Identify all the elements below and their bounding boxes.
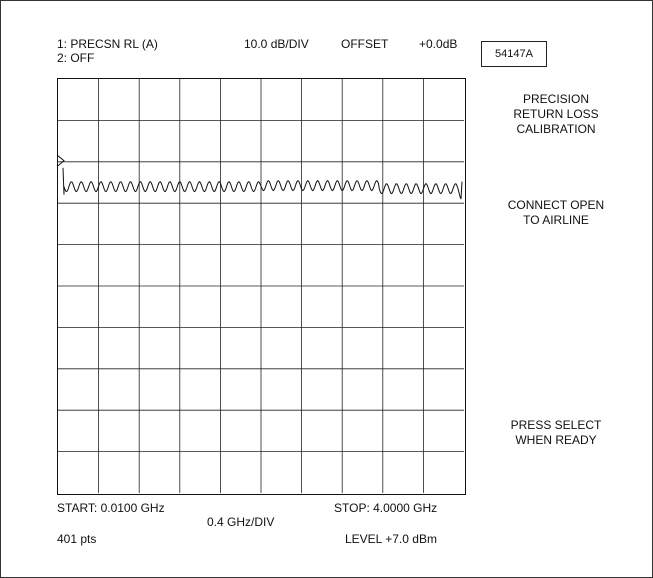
prompt-line: PRESS SELECT — [510, 418, 602, 432]
calibration-title-line: PRECISION — [522, 92, 589, 106]
reference-marker — [58, 155, 65, 167]
instruction-line: CONNECT OPEN — [507, 198, 605, 212]
offset-value: +0.0dB — [419, 37, 458, 51]
source-level: LEVEL +7.0 dBm — [345, 532, 437, 546]
instruction-line: TO AIRLINE — [523, 213, 589, 227]
return-loss-trace — [62, 167, 463, 200]
select-prompt: PRESS SELECT WHEN READY — [476, 418, 636, 448]
calibration-title: PRECISION RETURN LOSS CALIBRATION — [476, 92, 636, 137]
offset-label: OFFSET — [341, 37, 389, 51]
model-badge: 54147A — [481, 41, 547, 67]
prompt-line: WHEN READY — [515, 433, 597, 447]
calibration-title-line: RETURN LOSS — [513, 107, 599, 121]
point-count: 401 pts — [57, 532, 97, 546]
stop-frequency: STOP: 4.0000 GHz — [334, 501, 438, 515]
trace-plot — [58, 79, 464, 493]
calibration-instruction: CONNECT OPEN TO AIRLINE — [476, 198, 636, 228]
trace-graticule — [57, 78, 466, 495]
frequency-per-division: 0.4 GHz/DIV — [207, 515, 275, 529]
start-frequency: START: 0.0100 GHz — [57, 501, 165, 515]
calibration-title-line: CALIBRATION — [516, 122, 596, 136]
scale-label: 10.0 dB/DIV — [244, 37, 309, 51]
channel-1-label: 1: PRECSN RL (A) — [57, 37, 158, 51]
channel-2-label: 2: OFF — [57, 51, 95, 65]
